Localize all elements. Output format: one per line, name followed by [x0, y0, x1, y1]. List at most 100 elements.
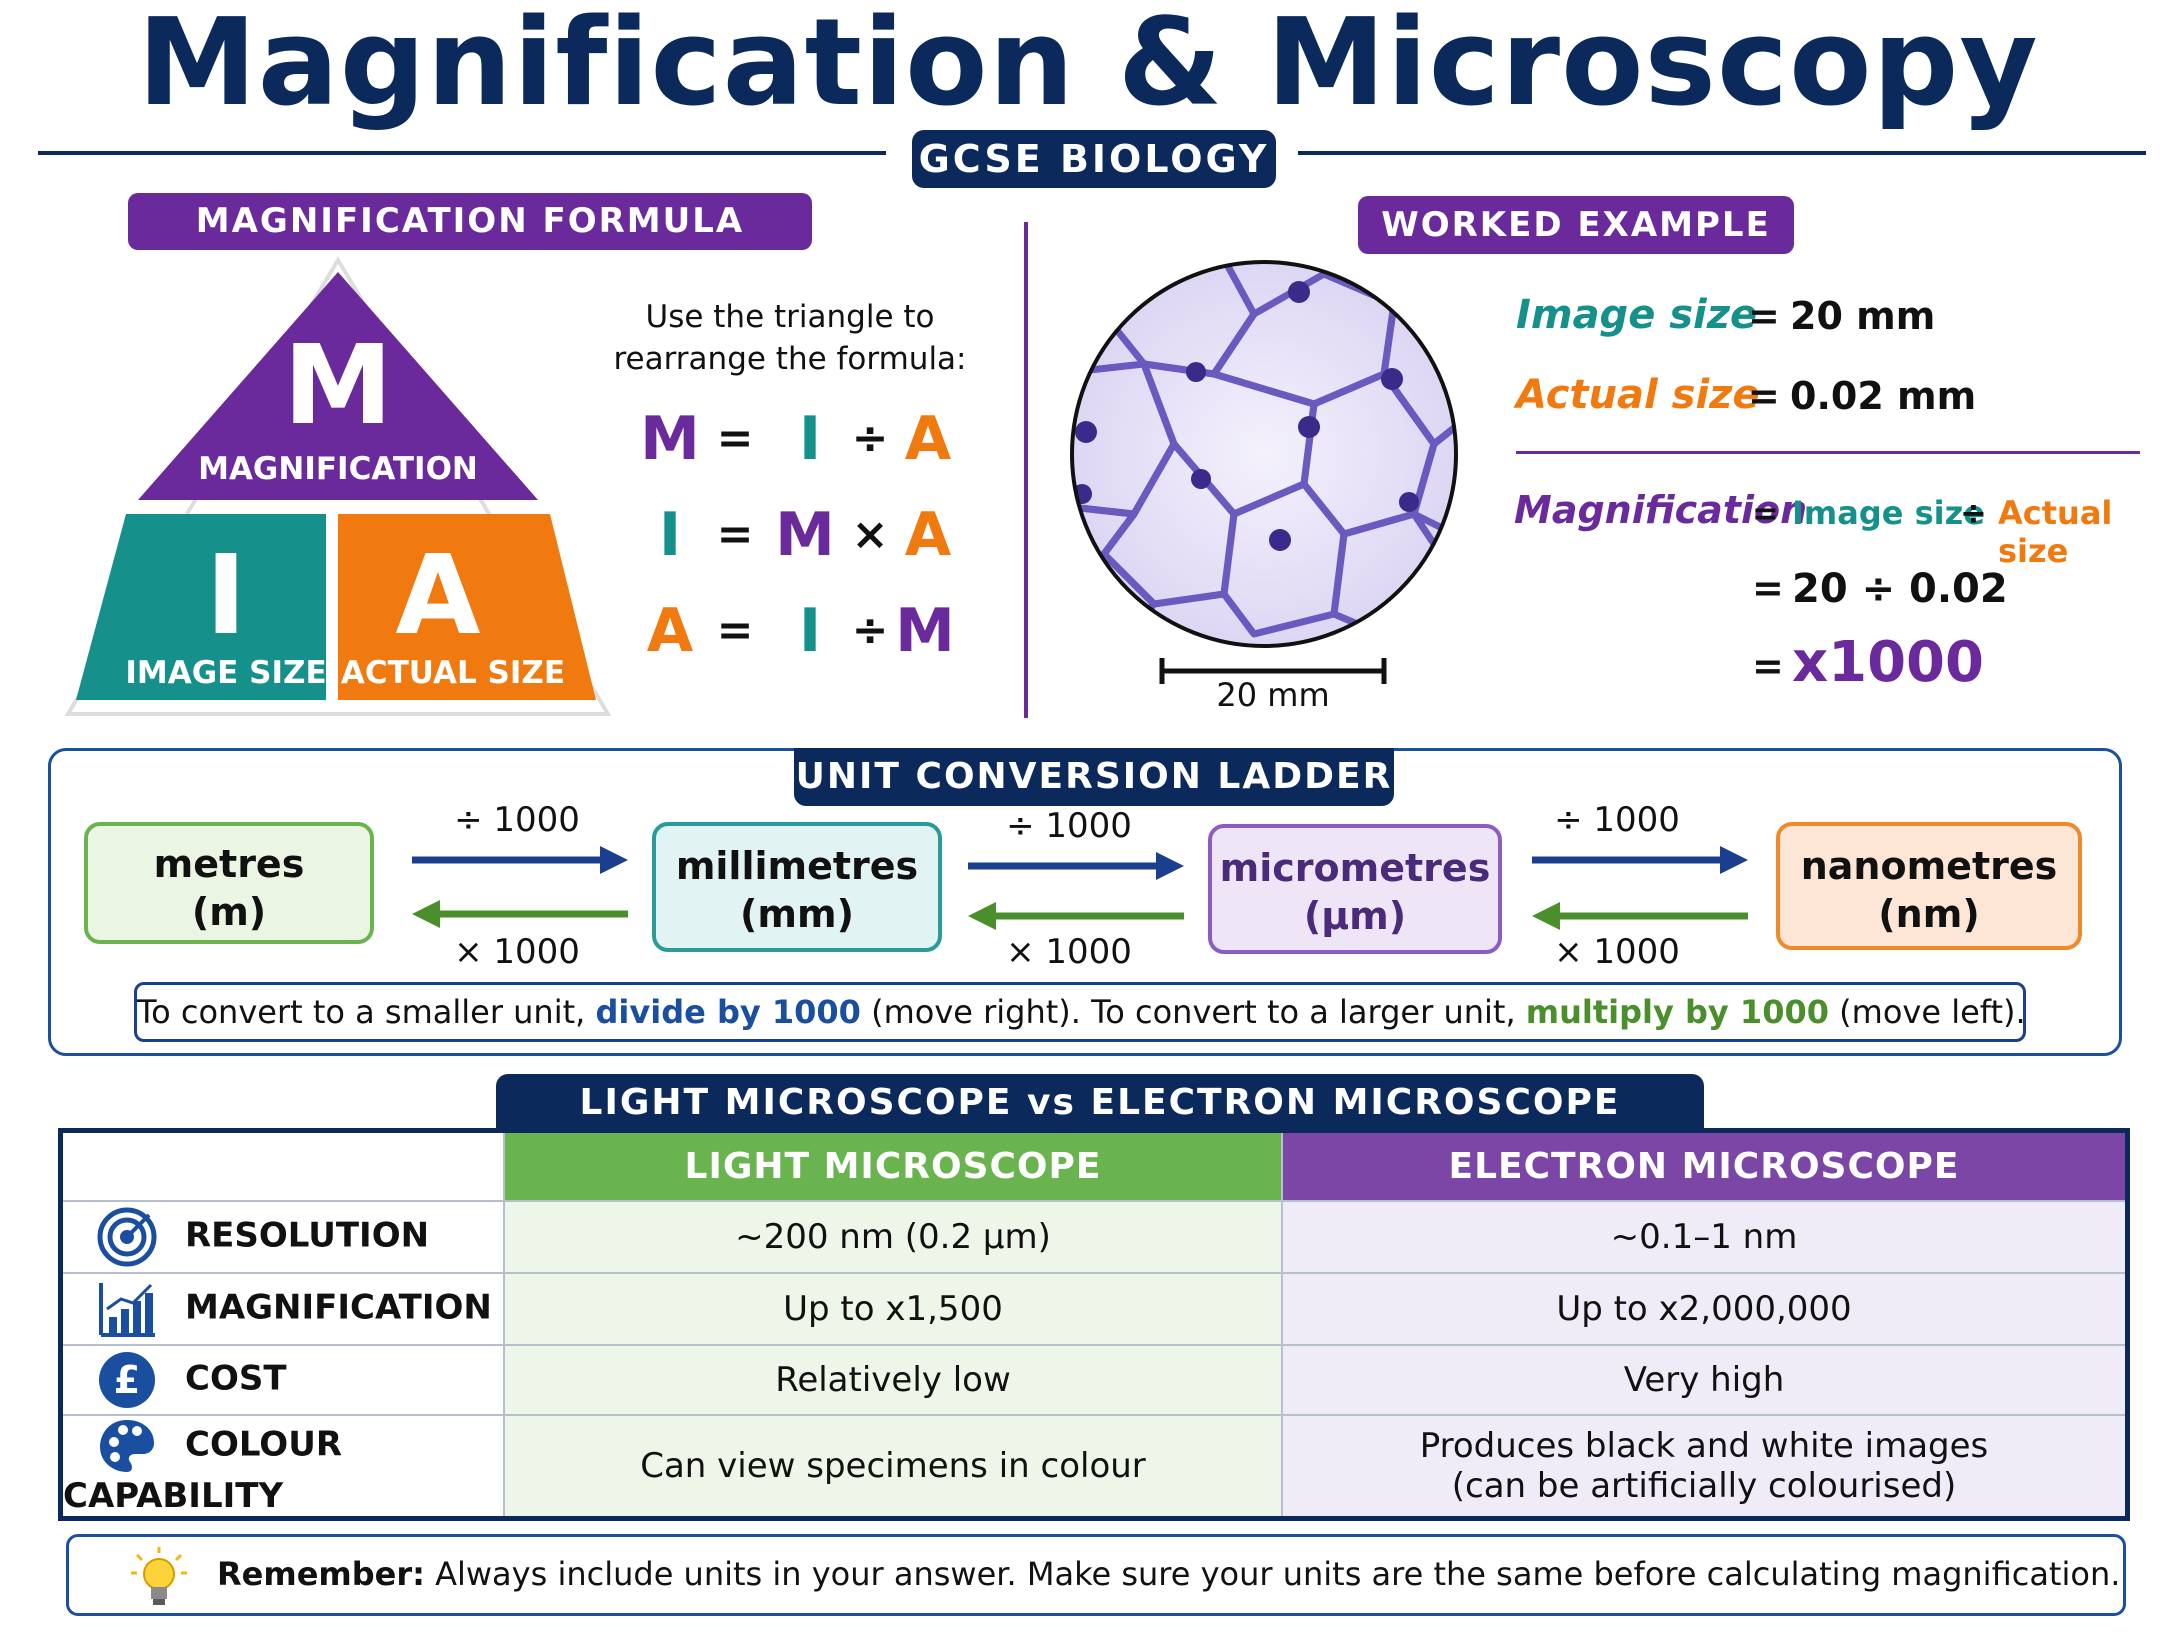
triangle-m-label: MAGNIFICATION [198, 451, 478, 487]
palette-icon [100, 1419, 154, 1472]
cell-electron-colour-line-1: Produces black and white images [1419, 1425, 1989, 1466]
cell-electron-resolution: ~0.1–1 nm [1281, 1199, 2129, 1274]
formula-row-3-m: M [895, 596, 955, 666]
arrow-left-2 [968, 902, 1184, 930]
image-size-label: Image size [1516, 292, 1758, 338]
worked-example-divider [1516, 451, 2140, 454]
worked-example-heading: WORKED EXAMPLE [1358, 196, 1794, 254]
row-label-magnification: MAGNIFICATION [59, 1271, 505, 1346]
image-size-eq: = [1748, 294, 1780, 338]
comparison-heading: LIGHT MICROSCOPE vs ELECTRON MICROSCOPE [496, 1074, 1704, 1132]
triangle-a-letter: A [395, 531, 481, 659]
formula-row-1-a: A [904, 404, 952, 474]
reminder-box: Remember: Always include units in your a… [66, 1534, 2126, 1616]
magnification-op: ÷ [1960, 494, 1987, 532]
arrow-left-3 [1532, 902, 1748, 930]
scale-bar-label: 20 mm [1216, 676, 1330, 714]
triangle-a-label: ACTUAL SIZE [340, 655, 566, 691]
reminder-text-line: Remember: Always include units in your a… [217, 1555, 2120, 1593]
unit-box-millimetres: millimetres (mm) [652, 822, 942, 952]
instruction-line-2: rearrange the formula: [613, 341, 967, 377]
row-label-resolution-text: RESOLUTION [185, 1215, 430, 1255]
cell-light-colour: Can view specimens in colour [503, 1413, 1283, 1519]
table-row: COLOUR CAPABILITY Can view specimens in … [59, 1413, 2129, 1519]
formula-row-3-eq: = [716, 605, 754, 656]
arrow-right-3 [1532, 846, 1748, 874]
bar-chart-icon [99, 1282, 155, 1337]
row-label-colour: COLOUR CAPABILITY [59, 1413, 505, 1519]
row-label-cost-text: COST [185, 1358, 287, 1398]
unit-name-micrometres: micrometres [1219, 846, 1491, 890]
unit-symbol-nanometres: (nm) [1878, 892, 1980, 936]
arrow-right-2 [968, 852, 1184, 880]
actual-size-label: Actual size [1516, 372, 1760, 418]
divide-label-2: ÷ 1000 [1006, 806, 1132, 846]
cell-electron-cost: Very high [1281, 1343, 2129, 1416]
scale-bar [1159, 658, 1387, 684]
cell-electron-colour: Produces black and white images (can be … [1281, 1413, 2129, 1519]
ladder-note: To convert to a smaller unit, divide by … [134, 982, 2026, 1042]
unit-symbol-millimetres: (mm) [740, 892, 854, 936]
ladder-note-multiply: multiply by 1000 [1525, 993, 1829, 1031]
arrow-right-1 [412, 846, 628, 874]
triangle-actual-size-segment [338, 514, 596, 700]
unit-box-nanometres: nanometres (nm) [1776, 822, 2082, 950]
magnification-image-size: Image size [1792, 494, 1985, 532]
formula-row-1-op: ÷ [851, 413, 889, 464]
row-label-magnification-text: MAGNIFICATION [185, 1287, 492, 1327]
cell-micrograph [1070, 260, 1458, 648]
triangle-m-letter: M [283, 321, 393, 449]
unit-name-millimetres: millimetres [675, 844, 919, 888]
triangle-magnification-segment [138, 272, 538, 500]
section-divider [1024, 222, 1028, 718]
formula-instruction: Use the triangle to rearrange the formul… [610, 296, 970, 380]
ladder-note-part-2: (move right). To convert to a larger uni… [871, 993, 1516, 1031]
formula-row-2-m: M [775, 500, 835, 570]
divide-label-1: ÷ 1000 [454, 800, 580, 840]
magnification-eq: = [1752, 494, 1779, 532]
lightbulb-icon [131, 1547, 187, 1605]
reminder-text: Always include units in your answer. Mak… [435, 1555, 2121, 1593]
subject-badge: GCSE BIOLOGY [912, 130, 1276, 188]
formula-heading: MAGNIFICATION FORMULA [128, 193, 812, 250]
reminder-label: Remember: [217, 1555, 425, 1593]
ladder-note-part-3: (move left). [1839, 993, 2026, 1031]
col-header-light: LIGHT MICROSCOPE [503, 1129, 1283, 1202]
formula-row-1-m: M [640, 404, 700, 474]
svg-text:£: £ [114, 1358, 140, 1402]
table-header-row: LIGHT MICROSCOPE ELECTRON MICROSCOPE [59, 1129, 2129, 1202]
actual-size-eq: = [1748, 374, 1780, 418]
formula-row-3-op: ÷ [851, 605, 889, 656]
magnification-triangle [64, 256, 612, 716]
multiply-label-1: × 1000 [454, 932, 580, 972]
page-title: Magnification & Microscopy [137, 0, 2039, 133]
header-rule-left [38, 151, 886, 155]
magnification-label: Magnification [1514, 488, 1808, 532]
comparison-table: LIGHT MICROSCOPE ELECTRON MICROSCOPE RES… [58, 1128, 2130, 1521]
formula-row-3-i: I [798, 596, 822, 666]
instruction-line-1: Use the triangle to [645, 299, 935, 335]
divide-label-3: ÷ 1000 [1554, 800, 1680, 840]
formula-row-3-a: A [646, 596, 694, 666]
col-header-electron: ELECTRON MICROSCOPE [1281, 1129, 2129, 1202]
step1-value: 20 ÷ 0.02 [1792, 566, 2008, 612]
formula-row-2-i: I [658, 500, 682, 570]
cell-electron-magnification: Up to x2,000,000 [1281, 1271, 2129, 1346]
target-icon [97, 1207, 157, 1266]
cell-light-magnification: Up to x1,500 [503, 1271, 1283, 1346]
header-rule-right [1298, 151, 2146, 155]
table-row: £ COST Relatively low Very high [59, 1343, 2129, 1416]
step1-eq: = [1752, 566, 1784, 610]
row-label-cost: £ COST [59, 1343, 505, 1416]
table-row: MAGNIFICATION Up to x1,500 Up to x2,000,… [59, 1271, 2129, 1346]
formula-row-2-a: A [904, 500, 952, 570]
table-row: RESOLUTION ~200 nm (0.2 µm) ~0.1–1 nm [59, 1199, 2129, 1274]
triangle-i-letter: I [205, 531, 247, 659]
image-size-value: 20 mm [1790, 294, 1936, 338]
unit-symbol-metres: (m) [191, 890, 267, 934]
result-eq: = [1752, 644, 1784, 688]
ladder-heading: UNIT CONVERSION LADDER [794, 748, 1394, 806]
ladder-note-part-1: To convert to a smaller unit, [137, 993, 586, 1031]
unit-box-metres: metres (m) [84, 822, 374, 944]
table-corner-cell [59, 1129, 505, 1202]
